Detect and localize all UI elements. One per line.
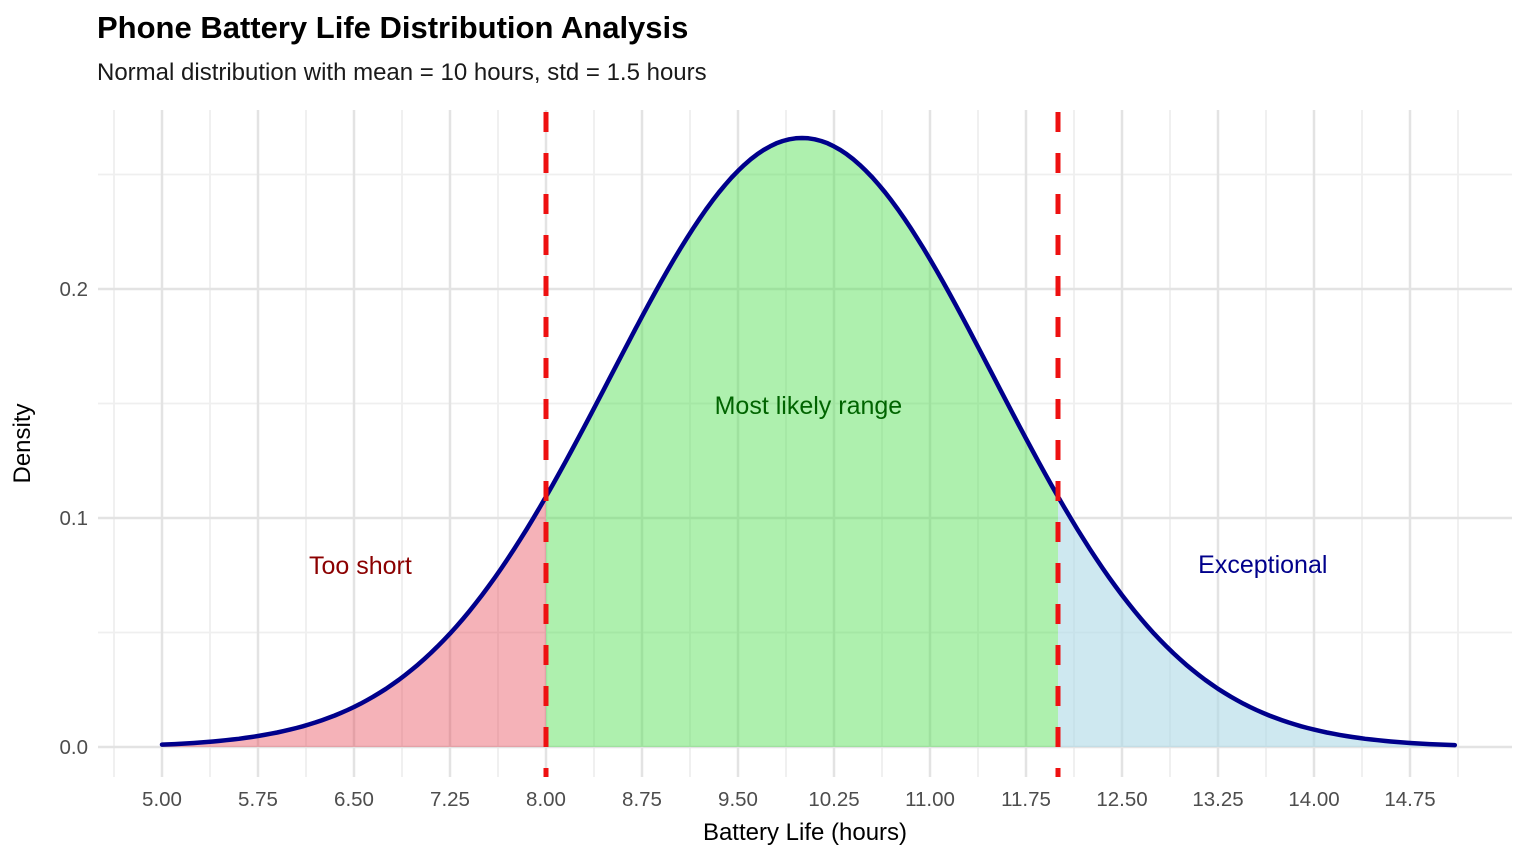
x-tick-label: 8.75 [622,788,662,811]
x-tick-label: 13.25 [1192,788,1243,811]
x-tick-label: 5.75 [238,788,278,811]
x-tick-label: 14.00 [1288,788,1339,811]
x-tick-label: 10.25 [808,788,859,811]
y-tick-label: 0.2 [60,278,89,301]
y-tick-label: 0.0 [60,736,89,759]
x-tick-label: 7.25 [430,788,470,811]
region-label-most-likely: Most likely range [715,392,903,420]
region-fill-most-likely [546,138,1058,747]
chart-subtitle: Normal distribution with mean = 10 hours… [97,59,707,86]
x-tick-label: 12.50 [1096,788,1147,811]
x-tick-label: 11.00 [905,788,955,811]
density-curve [159,135,1458,748]
region-label-too-short: Too short [309,552,412,580]
y-axis-title: Density [9,403,36,483]
x-tick-label: 9.50 [718,788,758,811]
x-tick-label: 14.75 [1384,788,1435,811]
x-tick-label: 8.00 [526,788,566,811]
region-fill-too-short [162,496,546,747]
x-tick-label: 11.75 [1001,788,1051,811]
x-tick-label: 5.00 [142,788,182,811]
x-tick-label: 6.50 [334,788,374,811]
chart-title: Phone Battery Life Distribution Analysis [97,10,689,45]
region-label-exceptional: Exceptional [1198,551,1327,579]
y-tick-label: 0.1 [60,507,89,530]
x-axis-title: Battery Life (hours) [703,819,907,846]
region-fill-exceptional [1058,496,1455,747]
